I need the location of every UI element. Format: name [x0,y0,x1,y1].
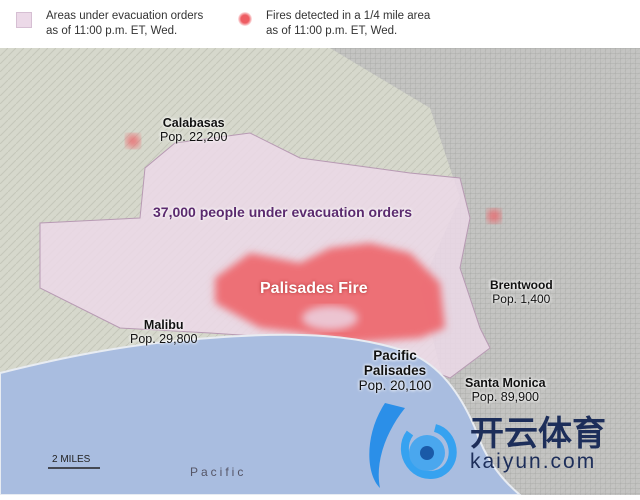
place-santa-monica: Santa Monica Pop. 89,900 [465,376,546,404]
fire-swatch [238,12,252,26]
legend-fire-line2: as of 11:00 p.m. ET, Wed. [266,25,398,37]
evacuation-headline: 37,000 people under evacuation orders [153,204,413,220]
fire-area [215,243,445,343]
map[interactable]: Calabasas Pop. 22,200 Brentwood Pop. 1,400… [0,48,640,498]
scale-label: 2 MILES [52,454,91,465]
watermark [355,393,465,498]
map-canvas [0,48,640,496]
urban-area [330,48,640,495]
watermark-logo-icon [369,403,457,488]
watermark-en: kaiyun.com [470,450,597,473]
place-malibu: Malibu Pop. 29,800 [130,318,198,346]
place-brentwood: Brentwood Pop. 1,400 [490,278,553,306]
fire-label: Palisades Fire [260,280,368,297]
unburned-patch [302,306,358,330]
ocean [0,333,523,496]
place-pacific-palisades: Pacific Palisades Pop. 20,100 [358,348,432,393]
place-calabasas: Calabasas Pop. 22,200 [160,116,228,144]
legend-evac-line1: Areas under evacuation orders [46,10,204,22]
legend-evac-line2: as of 11:00 p.m. ET, Wed. [46,25,178,37]
legend-fire-line1: Fires detected in a 1/4 mile area [266,10,431,22]
legend-fire: Fires detected in a 1/4 mile area as of 1… [266,9,466,39]
ocean-label: Pacific [190,465,247,479]
watermark-cn: 开云体育 [470,415,606,453]
fire-spot-calabasas [126,134,140,148]
evacuation-swatch [16,12,32,28]
legend-evacuation: Areas under evacuation orders as of 11:00… [46,9,246,39]
fire-spot-brentwood [487,209,501,223]
legend: Areas under evacuation orders as of 11:00… [0,0,640,48]
